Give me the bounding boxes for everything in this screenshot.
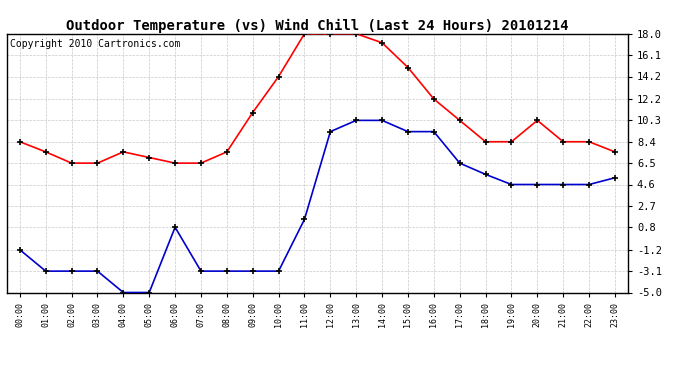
Text: Copyright 2010 Cartronics.com: Copyright 2010 Cartronics.com bbox=[10, 39, 180, 49]
Title: Outdoor Temperature (vs) Wind Chill (Last 24 Hours) 20101214: Outdoor Temperature (vs) Wind Chill (Las… bbox=[66, 18, 569, 33]
